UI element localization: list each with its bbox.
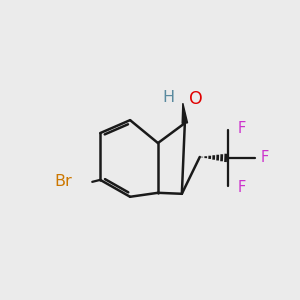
Text: F: F [237, 180, 246, 195]
Text: F: F [237, 121, 246, 136]
Text: Br: Br [55, 174, 72, 189]
Text: O: O [189, 90, 203, 108]
Text: F: F [260, 151, 268, 166]
Text: H: H [163, 90, 175, 105]
Polygon shape [182, 103, 188, 123]
